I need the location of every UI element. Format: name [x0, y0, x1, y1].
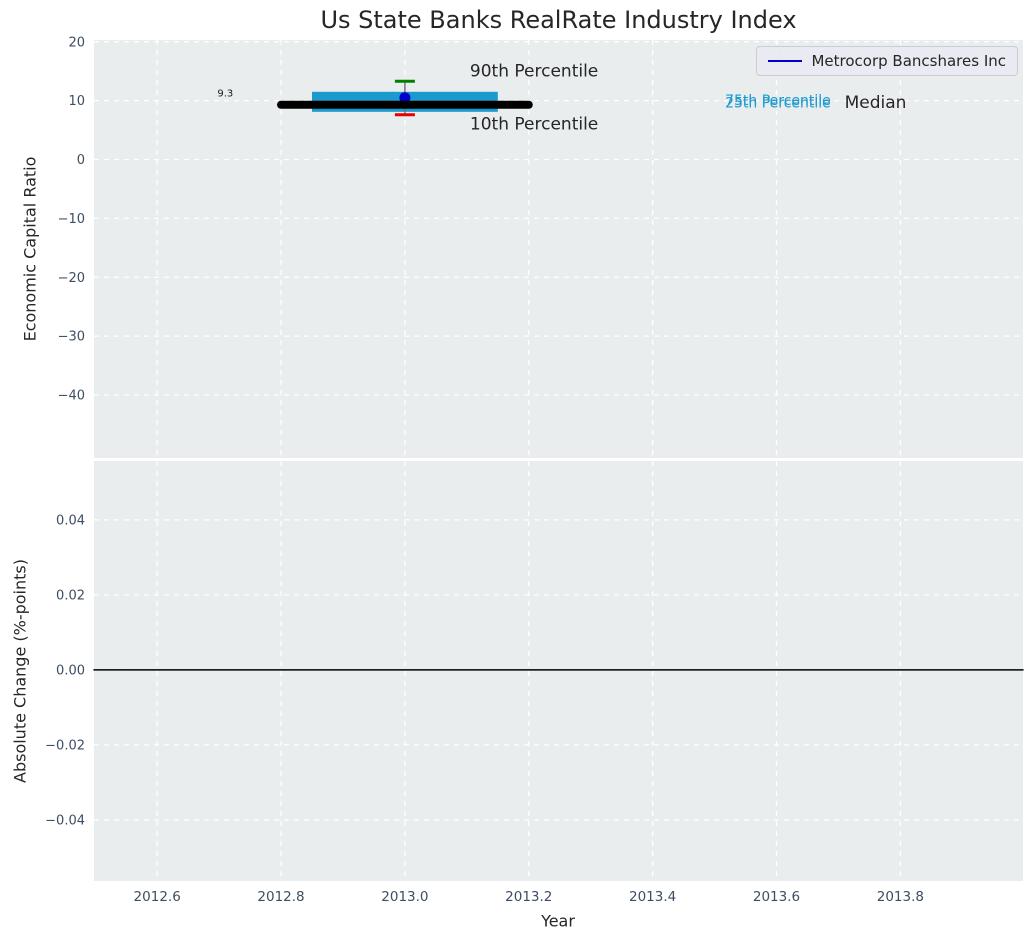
plot-area-1	[94, 40, 1023, 458]
y-tick-label: 0.02	[56, 588, 85, 603]
y-tick-label: 0.00	[56, 663, 85, 678]
y-axis-label-bottom: Absolute Change (%-points)	[10, 559, 30, 783]
y-tick-label: −0.04	[45, 813, 85, 828]
y-tick-label: 10	[68, 94, 85, 109]
x-tick-label: 2013.6	[753, 889, 800, 905]
legend: Metrocorp Bancshares Inc	[756, 46, 1018, 76]
annotation-p90-label: 90th Percentile	[470, 62, 598, 82]
annotation-p75-label: 75th Percentile	[725, 93, 831, 109]
y-tick-label: 0.04	[56, 513, 85, 528]
annotation-median-value: 9.3	[217, 88, 233, 99]
y-tick-label: −0.02	[45, 738, 85, 753]
chart-title: Us State Banks RealRate Industry Index	[320, 6, 797, 34]
x-tick-label: 2013.0	[381, 889, 428, 905]
y-tick-label: −30	[58, 330, 85, 345]
annotation-p10-label: 10th Percentile	[470, 115, 598, 135]
annotation-median-label: Median	[845, 93, 907, 113]
x-tick-label: 2013.8	[877, 889, 924, 905]
y-tick-label: 20	[68, 35, 85, 50]
legend-label: Metrocorp Bancshares Inc	[811, 52, 1006, 70]
x-tick-label: 2013.4	[629, 889, 676, 905]
plot-area-2	[94, 461, 1023, 881]
legend-line-sample	[768, 60, 803, 62]
company-point	[399, 92, 411, 104]
y-tick-label: 0	[77, 153, 85, 168]
y-tick-label: −20	[58, 271, 85, 286]
y-tick-label: −40	[58, 389, 85, 404]
x-tick-label: 2012.8	[257, 889, 304, 905]
y-tick-label: −10	[58, 212, 85, 227]
x-tick-label: 2013.2	[505, 889, 552, 905]
annotation-p25-label: 25th Percentile	[725, 95, 831, 111]
y-axis-label-top: Economic Capital Ratio	[20, 156, 40, 342]
x-tick-label: 2012.6	[134, 889, 181, 905]
x-axis-label: Year	[541, 911, 575, 931]
